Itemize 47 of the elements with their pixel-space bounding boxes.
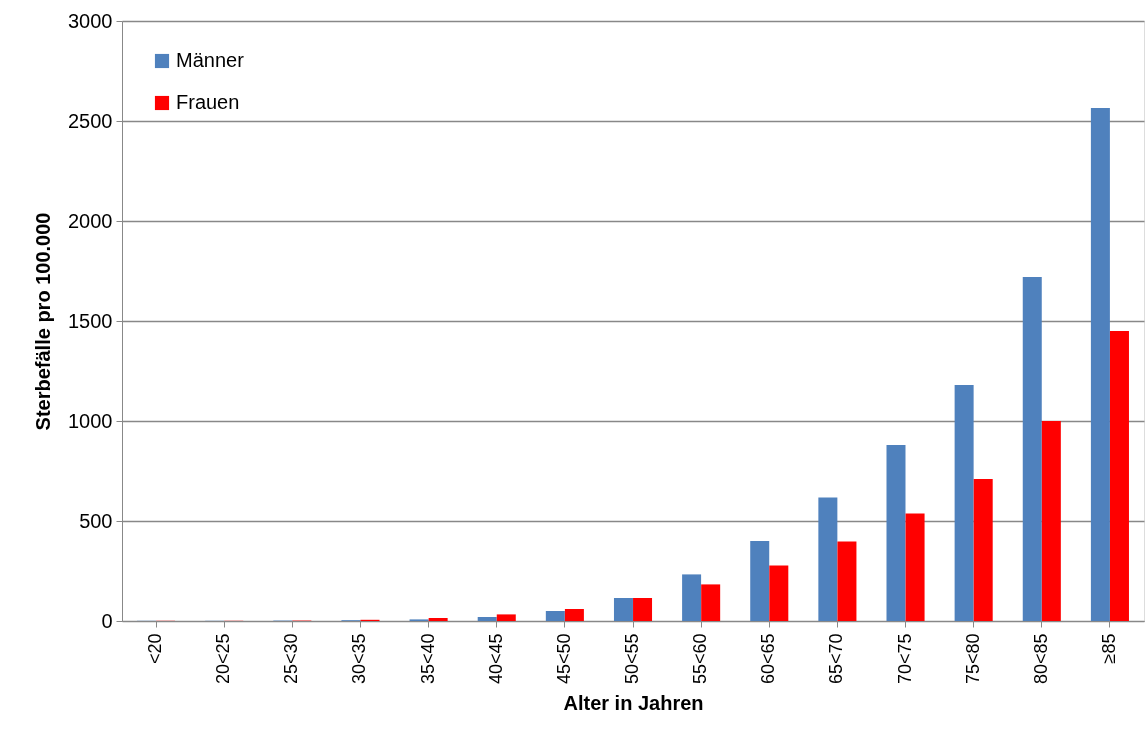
x-tick-label: 55<60 [690, 633, 711, 685]
bar [613, 598, 633, 621]
x-tick-label: 30<35 [349, 633, 370, 685]
x-tick-label: 20<25 [213, 633, 234, 685]
bar [633, 598, 653, 621]
bar [1022, 277, 1042, 621]
x-tick-label: 75<80 [962, 633, 983, 685]
bar [769, 565, 789, 621]
bar [886, 445, 906, 621]
bar [818, 497, 838, 621]
bar [750, 541, 770, 621]
x-axis-title: Alter in Jahren [563, 692, 704, 715]
y-tick-label: 500 [79, 509, 113, 532]
bar [1109, 331, 1129, 621]
y-axis-title: Sterbefälle pro 100.000 [32, 212, 55, 431]
x-tick-label: 80<85 [1030, 633, 1051, 685]
x-tick-label: <20 [145, 633, 166, 665]
y-tick-label: 1500 [68, 309, 113, 332]
y-tick-label: 2000 [68, 209, 113, 232]
y-tick-label: 2500 [68, 109, 113, 132]
x-tick-label: 25<30 [281, 633, 302, 685]
bar [905, 513, 925, 621]
bar [837, 541, 857, 621]
x-tick-label: 50<55 [622, 633, 642, 685]
x-tick-label: 70<75 [894, 633, 915, 685]
x-tick-label: 65<70 [826, 633, 847, 685]
x-tick-label: 60<65 [758, 633, 779, 685]
legend-label: Männer [176, 49, 245, 71]
bar [545, 611, 565, 621]
bar [973, 479, 993, 621]
y-tick-label: 1000 [68, 409, 113, 432]
x-tick-label: ≥85 [1098, 633, 1119, 664]
bar [496, 614, 516, 621]
x-tick-label: 35<40 [417, 633, 438, 685]
legend-label: Frauen [176, 91, 240, 113]
bar [477, 617, 497, 621]
y-tick-label: 3000 [68, 9, 113, 32]
y-tick-label: 0 [101, 609, 113, 632]
bar [954, 385, 974, 621]
bar [682, 574, 702, 621]
x-tick-label: 40<45 [485, 633, 506, 685]
x-tick-label: 45<50 [553, 633, 574, 685]
bar [564, 609, 584, 621]
bar [1041, 421, 1061, 621]
bar [428, 618, 448, 621]
bar [701, 584, 721, 621]
bar [1090, 108, 1110, 621]
